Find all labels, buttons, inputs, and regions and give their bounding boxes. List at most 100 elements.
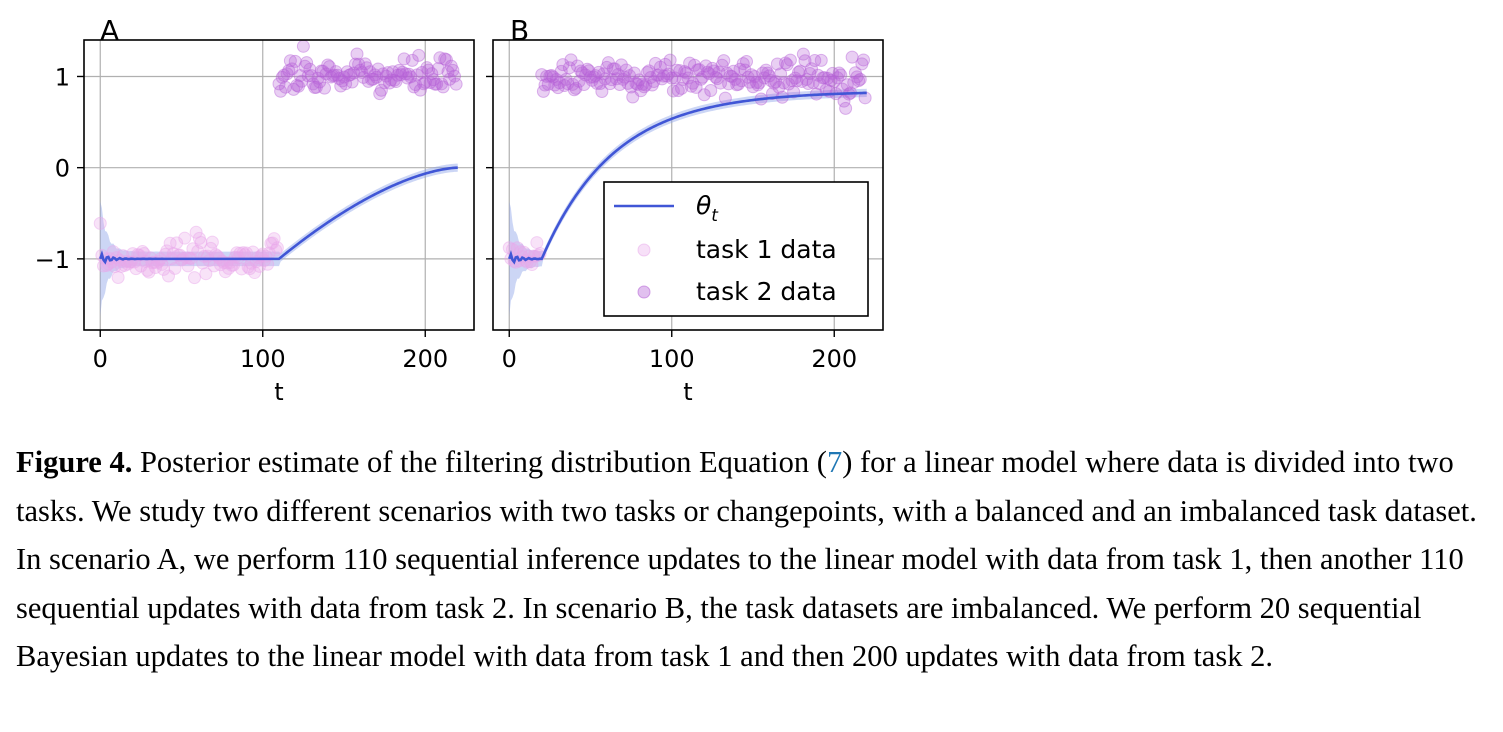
task2-point: [553, 76, 567, 90]
caption-label: Figure 4.: [16, 445, 133, 479]
task2-point: [413, 83, 427, 97]
task2-point: [852, 74, 866, 88]
task2-point: [712, 65, 726, 79]
task1-point: [235, 262, 249, 276]
task2-point: [642, 64, 656, 78]
task2-point: [731, 77, 745, 91]
panel-b-ticks: 0 100 200: [486, 75, 857, 373]
task2-point: [272, 77, 286, 91]
task2-point: [595, 85, 609, 99]
task2-point: [433, 51, 447, 65]
task1-point: [267, 232, 281, 246]
task2-point: [649, 56, 662, 70]
task2-point: [826, 66, 840, 80]
task2-point: [840, 78, 854, 92]
task2-point: [644, 71, 658, 85]
task2-point: [619, 63, 633, 77]
task2-point: [556, 58, 570, 72]
legend-task2-swatch: [637, 285, 651, 299]
task2-point: [569, 81, 583, 95]
task2-point: [561, 77, 575, 91]
task1-point: [178, 231, 192, 245]
task2-point: [407, 80, 421, 94]
task2-point: [342, 68, 356, 82]
task2-point: [326, 69, 340, 83]
task1-point: [191, 244, 205, 258]
task2-point: [384, 73, 398, 87]
task2-point: [397, 52, 411, 66]
task2-point: [402, 67, 416, 81]
task2-point: [588, 69, 602, 83]
task2-point: [541, 77, 555, 91]
task2-point: [790, 74, 804, 88]
panel-a-x-axis-label: t: [274, 378, 283, 406]
task2-point: [301, 69, 315, 83]
task2-point: [386, 65, 400, 79]
task2-point: [584, 70, 597, 84]
task1-point: [264, 236, 278, 250]
task2-point: [650, 68, 664, 82]
task2-point: [821, 71, 835, 85]
task2-point: [277, 68, 291, 82]
task2-point: [837, 94, 851, 108]
task1-point: [113, 253, 127, 267]
task2-point: [759, 63, 773, 77]
task2-point: [337, 70, 351, 84]
task2-point: [714, 76, 727, 90]
task2-point: [409, 77, 422, 91]
y-tick-label: −1: [35, 246, 70, 274]
task2-point: [597, 67, 610, 81]
task2-point: [420, 61, 434, 75]
task2-point: [748, 70, 762, 84]
task2-point: [717, 54, 731, 68]
task2-point: [358, 57, 372, 71]
equation-reference-link[interactable]: 7: [826, 445, 843, 479]
task2-point: [701, 65, 714, 79]
task2-point: [410, 68, 424, 82]
task2-point: [280, 67, 294, 81]
task1-point: [510, 241, 524, 255]
task2-point: [613, 77, 627, 91]
task2-point: [730, 78, 744, 92]
task2-point: [744, 68, 758, 82]
task1-point: [168, 261, 182, 275]
task2-point: [579, 68, 593, 82]
task2-point: [283, 54, 297, 68]
task2-point: [311, 71, 325, 85]
task2-point: [423, 75, 437, 89]
task2-point: [832, 66, 846, 80]
task2-point: [715, 58, 729, 72]
task2-point: [559, 72, 573, 86]
task2-point: [324, 70, 338, 84]
task2-point: [347, 66, 361, 80]
task2-point: [275, 70, 289, 84]
task2-point: [430, 77, 444, 91]
task2-point: [767, 76, 781, 90]
task2-point: [632, 73, 646, 87]
task2-point: [803, 66, 817, 80]
task2-point: [577, 78, 591, 92]
task2-point: [428, 77, 442, 91]
task2-point: [381, 66, 395, 80]
task2-point: [365, 72, 379, 86]
task2-point: [345, 75, 359, 89]
task2-point: [580, 62, 594, 76]
task2-point: [798, 54, 812, 68]
task1-point: [192, 231, 206, 245]
task2-point: [835, 82, 849, 96]
task2-point: [391, 68, 405, 82]
task2-point: [554, 64, 568, 78]
task2-point: [309, 80, 323, 94]
task2-point: [689, 80, 703, 94]
task2-point: [374, 83, 388, 97]
task2-point: [699, 59, 713, 73]
task2-point: [733, 62, 747, 76]
task1-point: [248, 266, 262, 280]
task2-point: [610, 72, 623, 86]
task2-point: [761, 66, 775, 80]
task1-point: [243, 262, 257, 276]
task2-point: [340, 65, 354, 79]
legend-task2-label: task 2 data: [696, 277, 837, 306]
task2-point: [631, 77, 645, 91]
task2-point: [614, 58, 628, 72]
